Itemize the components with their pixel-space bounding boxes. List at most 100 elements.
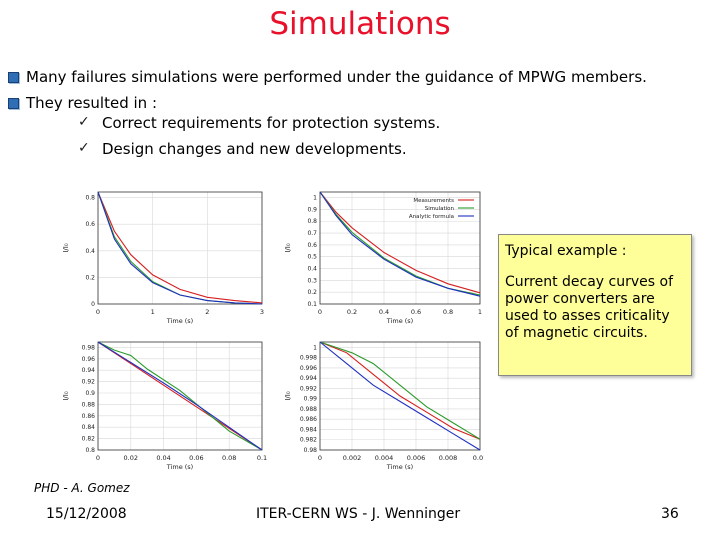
y-tick-label: 0.6 [307, 242, 317, 249]
panel-background [280, 336, 484, 472]
example-note: Typical example : Current decay curves o… [498, 234, 692, 376]
y-tick-label: 0.9 [85, 390, 95, 397]
y-tick-label: 1 [313, 344, 317, 351]
current-decay-charts: 0 1 2 3 0 0.2 0.4 0.6 0.8 Time (s) I/I₀ 0 0.2 0.4 0.6 0… [58, 186, 484, 472]
checkmark-icon: ✓ [78, 114, 90, 130]
x-tick-label: 2 [205, 308, 209, 316]
y-tick-label: 0.8 [307, 218, 317, 225]
y-tick-label: 0.984 [300, 426, 317, 433]
y-tick-label: 0.998 [300, 355, 317, 362]
y-tick-label: 0.94 [82, 367, 96, 374]
y-tick-label: 1 [313, 195, 317, 202]
y-tick-label: 0 [91, 301, 95, 308]
x-tick-label: 0 [96, 308, 100, 316]
x-tick-label: 0.006 [407, 454, 426, 462]
y-tick-label: 0.2 [85, 274, 95, 281]
x-tick-label: 0.02 [124, 454, 138, 462]
x-tick-label: 0.06 [189, 454, 203, 462]
x-tick-label: 0.8 [443, 308, 453, 316]
x-tick-label: 0.04 [156, 454, 170, 462]
series-line-2 [97, 341, 263, 451]
legend-label: Simulation [425, 206, 455, 212]
series-line-3 [97, 341, 263, 451]
y-tick-label: 0.8 [85, 195, 95, 202]
y-axis-label: I/I₀ [62, 391, 70, 400]
x-tick-label: 0 [318, 308, 322, 316]
x-tick-label: 1 [478, 308, 482, 316]
y-axis-label: I/I₀ [62, 243, 70, 252]
note-heading: Typical example : [505, 243, 627, 259]
x-tick-label: 0.004 [375, 454, 394, 462]
y-axis-label: I/I₀ [284, 391, 292, 400]
x-tick-label: 0.1 [257, 454, 267, 462]
note-body: Current decay curves of power converters… [505, 274, 674, 341]
series-line-3 [97, 191, 263, 305]
y-tick-label: 0.3 [307, 277, 317, 284]
x-tick-label: 0.4 [379, 308, 389, 316]
y-tick-label: 0.96 [82, 356, 96, 363]
footer-author: PHD - A. Gomez [34, 481, 130, 495]
y-tick-label: 0.994 [300, 375, 317, 382]
checkmark-icon: ✓ [78, 140, 90, 156]
sub-bullet-text: Correct requirements for protection syst… [102, 114, 441, 132]
y-tick-label: 0.988 [300, 406, 317, 413]
x-tick-label: 0.008 [439, 454, 458, 462]
x-axis-label: Time (s) [386, 317, 413, 325]
legend-label: Measurements [413, 198, 454, 204]
y-tick-label: 0.4 [85, 248, 95, 255]
y-tick-label: 0.86 [82, 413, 96, 420]
footer-date: 15/12/2008 [46, 506, 127, 522]
series-line-1 [319, 341, 481, 440]
panel-background [58, 186, 266, 326]
x-axis-label: Time (s) [386, 463, 413, 471]
slide-title: Simulations [269, 6, 451, 42]
x-axis-label: Time (s) [166, 463, 193, 471]
page-number: 36 [661, 506, 679, 522]
series-line-3 [319, 191, 481, 297]
y-tick-label: 0.98 [82, 344, 96, 351]
y-tick-label: 0.84 [82, 424, 96, 431]
series-line-3 [319, 341, 481, 451]
y-tick-label: 0.6 [85, 221, 95, 228]
series-line-2 [319, 341, 481, 440]
x-tick-label: 0.08 [222, 454, 236, 462]
chart-panel-3: 0 0.02 0.04 0.06 0.08 0.1 0.8 0.82 0.84 0.86 0.88 0… [58, 336, 267, 472]
y-tick-label: 0.5 [307, 254, 317, 261]
y-tick-label: 0.99 [304, 396, 318, 403]
x-tick-label: 3 [260, 308, 264, 316]
plot-frame [319, 191, 481, 305]
y-tick-label: 0.88 [82, 401, 96, 408]
square-bullet-icon [8, 98, 19, 109]
x-tick-label: 0.01 [473, 454, 484, 462]
chart-panel-4: 0 0.002 0.004 0.006 0.008 0.01 0.98 0.982 0.984 0… [280, 336, 484, 472]
y-tick-label: 0.8 [85, 447, 95, 454]
chart-panel-1: 0 1 2 3 0 0.2 0.4 0.6 0.8 Time (s) I/I₀ [58, 186, 266, 326]
y-tick-label: 0.982 [300, 437, 317, 444]
y-tick-label: 0.7 [307, 230, 317, 237]
plot-frame [97, 191, 263, 305]
y-tick-label: 0.82 [82, 436, 96, 443]
y-tick-label: 0.992 [300, 385, 317, 392]
y-tick-label: 0.996 [300, 365, 317, 372]
y-tick-label: 0.9 [307, 206, 317, 213]
footer-event: ITER-CERN WS - J. Wenninger [256, 506, 461, 522]
square-bullet-icon [8, 72, 19, 83]
x-axis-label: Time (s) [166, 317, 193, 325]
x-tick-label: 0.6 [411, 308, 421, 316]
bullet-text: Many failures simulations were performed… [26, 68, 647, 86]
y-tick-label: 0.98 [304, 447, 318, 454]
sub-bullet-text: Design changes and new developments. [102, 140, 407, 158]
chart-panel-2: 0 0.2 0.4 0.6 0.8 1 0.1 0.2 0.3 0.4 0.5 0.6 0.7 0.8 0.… [280, 186, 484, 326]
series-line-1 [97, 191, 263, 304]
series-line-1 [319, 191, 481, 294]
x-tick-label: 0 [96, 454, 100, 462]
series-line-1 [97, 341, 263, 451]
y-tick-label: 0.4 [307, 266, 317, 273]
x-tick-label: 0.002 [343, 454, 362, 462]
bullet-text: They resulted in : [26, 94, 157, 112]
plot-frame [319, 341, 481, 451]
y-axis-label: I/I₀ [284, 243, 292, 252]
legend-label: Analytic formula [409, 214, 454, 220]
x-tick-label: 0.2 [347, 308, 357, 316]
y-tick-label: 0.986 [300, 416, 317, 423]
